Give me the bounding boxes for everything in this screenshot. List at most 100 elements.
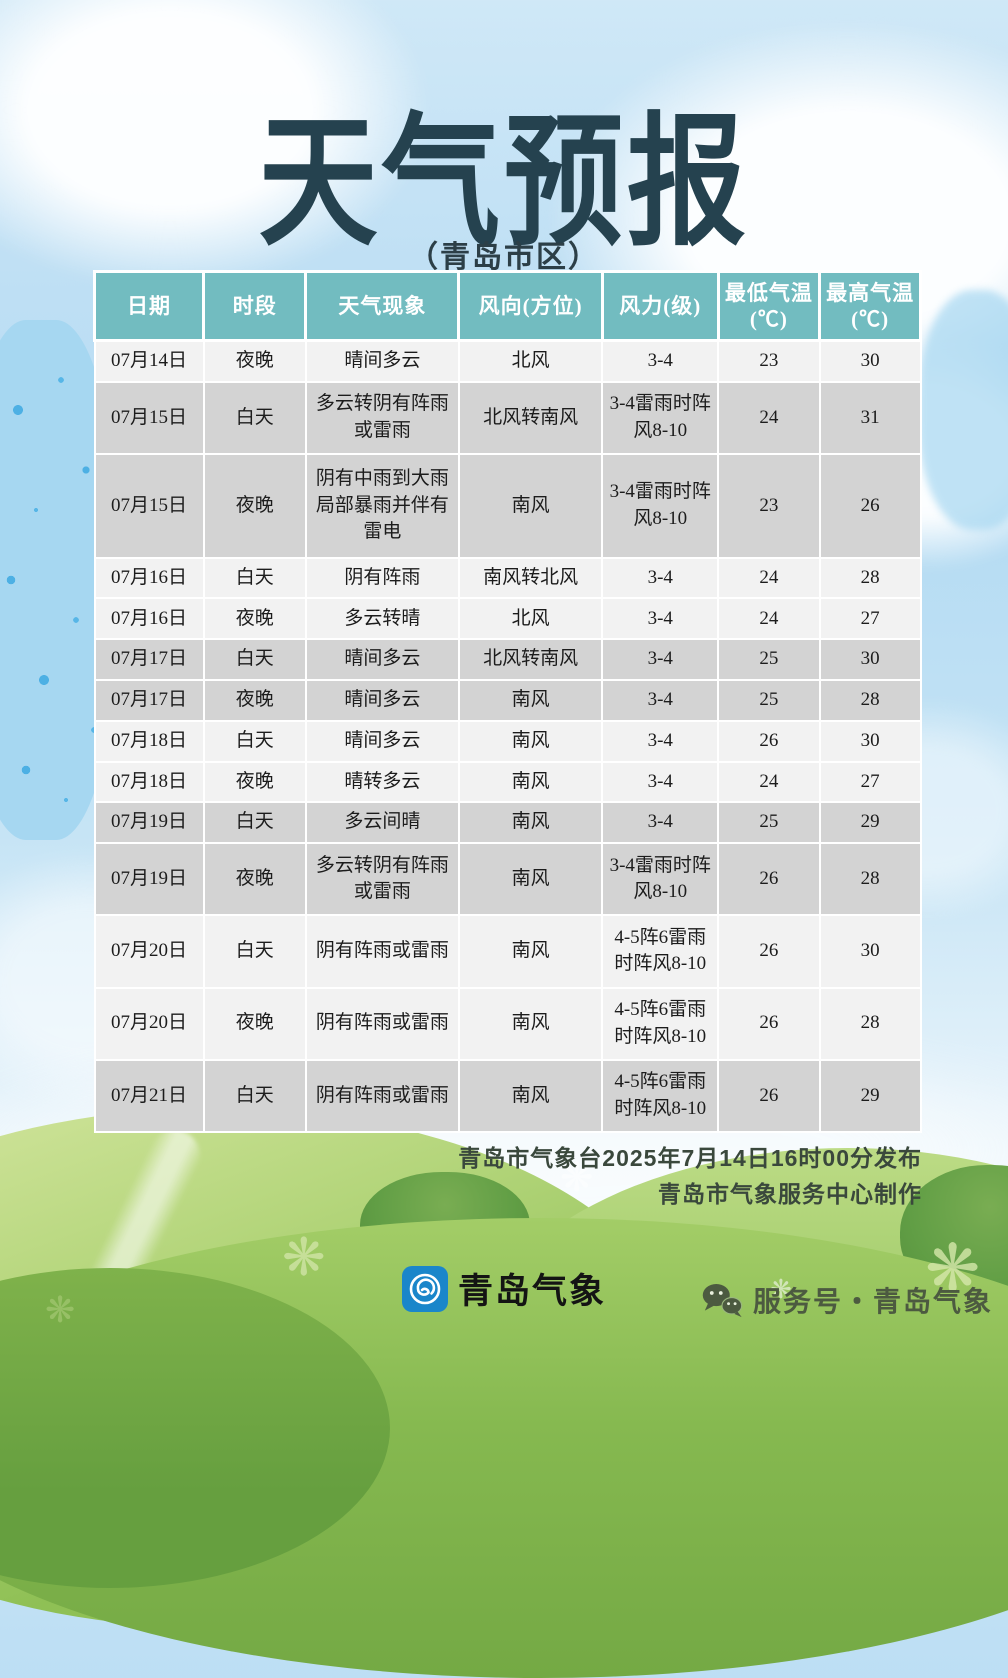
- column-header: 风力(级): [600, 270, 720, 342]
- table-cell: 26: [717, 1058, 821, 1134]
- table-cell: 26: [717, 986, 821, 1061]
- brand-name: 青岛气象: [458, 1272, 607, 1311]
- table-row: 07月18日 夜晚 晴转多云 南风 3-4 24 27: [93, 760, 922, 804]
- table-cell: 南风: [457, 719, 604, 763]
- table-cell: 26: [717, 719, 821, 763]
- table-cell: 25: [717, 679, 821, 722]
- table-cell: 南风: [457, 801, 604, 845]
- table-cell: 07月19日: [93, 842, 205, 917]
- table-cell: 28: [818, 679, 922, 722]
- table-cell: 3-4雷雨时阵风8-10: [601, 380, 720, 456]
- table-cell: 07月18日: [93, 719, 205, 763]
- table-cell: 07月21日: [93, 1058, 205, 1134]
- table-cell: 29: [818, 801, 922, 845]
- table-cell: 晴转多云: [304, 760, 460, 804]
- table-cell: 31: [818, 380, 922, 456]
- table-cell: 26: [717, 914, 821, 989]
- table-cell: 24: [717, 760, 821, 804]
- table-cell: 夜晚: [202, 760, 307, 804]
- table-cell: 南风: [457, 986, 604, 1061]
- table-cell: 26: [818, 453, 922, 559]
- table-row: 07月17日 白天 晴间多云 北风转南风 3-4 25 30: [93, 638, 922, 681]
- table-cell: 07月16日: [93, 597, 205, 641]
- table-row: 07月15日 白天 多云转阴有阵雨或雷雨 北风转南风 3-4雷雨时阵风8-10 24 31: [93, 380, 922, 456]
- table-cell: 07月14日: [93, 339, 205, 383]
- table-row: 07月17日 夜晚 晴间多云 南风 3-4 25 28: [93, 679, 922, 722]
- service-account-label: 服务号・青岛气象: [753, 1286, 994, 1317]
- table-cell: 25: [717, 801, 821, 845]
- table-cell: 阴有阵雨或雷雨: [304, 1058, 460, 1134]
- table-cell: 07月16日: [93, 556, 205, 600]
- flower-splat-icon: ❋: [925, 1231, 981, 1305]
- table-row: 07月19日 白天 多云间晴 南风 3-4 25 29: [93, 801, 922, 845]
- forecast-table: 日期 时段 天气现象 风向(方位) 风力(级) 最低气温(℃) 最高气温(℃) 07月14日夜…: [92, 270, 922, 1134]
- table-cell: 3-4雷雨时阵风8-10: [601, 842, 720, 917]
- brand-logo: 青岛气象: [402, 1263, 606, 1314]
- table-cell: 28: [818, 556, 922, 600]
- table-cell: 晴间多云: [304, 638, 460, 681]
- poster-title: 天气预报: [258, 102, 750, 264]
- table-cell: 30: [818, 638, 922, 681]
- table-cell: 3-4: [601, 719, 720, 763]
- table-cell: 24: [717, 597, 821, 641]
- column-header: 时段: [202, 270, 308, 342]
- table-cell: 07月17日: [93, 638, 205, 681]
- flower-splat-icon: ❋: [45, 1289, 76, 1330]
- table-cell: 4-5阵6雷雨时阵风8-10: [601, 914, 720, 989]
- header-row: 日期 时段 天气现象 风向(方位) 风力(级) 最低气温(℃) 最高气温(℃): [92, 270, 922, 342]
- table-cell: 阴有中雨到大雨局部暴雨并伴有雷电: [304, 453, 460, 559]
- table-row: 07月21日 白天 阴有阵雨或雷雨 南风 4-5阵6雷雨时阵风8-10 26 29: [93, 1058, 922, 1134]
- produced-line: 青岛市气象服务中心制作: [658, 1181, 922, 1207]
- table-cell: 白天: [202, 914, 307, 989]
- table-row: 07月19日 夜晚 多云转阴有阵雨或雷雨 南风 3-4雷雨时阵风8-10 26 28: [93, 842, 922, 917]
- table-cell: 29: [818, 1058, 922, 1134]
- table-cell: 07月15日: [93, 453, 205, 559]
- table-cell: 夜晚: [202, 339, 307, 383]
- table-cell: 3-4: [601, 638, 720, 681]
- table-cell: 晴间多云: [304, 719, 460, 763]
- table-cell: 23: [717, 453, 821, 559]
- table-cell: 阴有阵雨或雷雨: [304, 914, 460, 989]
- table-cell: 白天: [202, 380, 307, 456]
- table-cell: 3-4: [601, 556, 720, 600]
- table-cell: 北风: [457, 339, 604, 383]
- table-cell: 夜晚: [202, 597, 307, 641]
- wechat-icon: [702, 1284, 743, 1318]
- flower-splat-icon: ❋: [770, 1274, 792, 1304]
- table-cell: 3-4: [601, 801, 720, 845]
- table-cell: 夜晚: [202, 842, 307, 917]
- table-row: 07月18日 白天 晴间多云 南风 3-4 26 30: [93, 719, 922, 763]
- table-cell: 南风: [457, 914, 604, 989]
- table-cell: 24: [717, 556, 821, 600]
- table-cell: 晴间多云: [304, 679, 460, 722]
- table-cell: 28: [818, 986, 922, 1061]
- table-cell: 南风转北风: [457, 556, 604, 600]
- table-cell: 南风: [457, 760, 604, 804]
- table-cell: 23: [717, 339, 821, 383]
- table-cell: 3-4: [601, 339, 720, 383]
- table-cell: 夜晚: [202, 453, 307, 559]
- table-cell: 南风: [457, 842, 604, 917]
- table-row: 07月15日 夜晚 阴有中雨到大雨局部暴雨并伴有雷电 南风 3-4雷雨时阵风8-10 23…: [93, 453, 922, 559]
- table-cell: 3-4: [601, 679, 720, 722]
- table-cell: 夜晚: [202, 986, 307, 1061]
- table-cell: 07月17日: [93, 679, 205, 722]
- qingdao-weather-logo-icon: [402, 1265, 448, 1312]
- table-cell: 晴间多云: [304, 339, 460, 383]
- table-cell: 白天: [202, 719, 307, 763]
- table-cell: 北风: [457, 597, 604, 641]
- table-row: 07月16日 白天 阴有阵雨 南风转北风 3-4 24 28: [93, 556, 922, 600]
- table-cell: 多云转阴有阵雨或雷雨: [304, 380, 460, 456]
- flower-splat-icon: ❋: [282, 1229, 326, 1287]
- table-cell: 26: [717, 842, 821, 917]
- table-cell: 30: [818, 914, 922, 989]
- flower-splat-icon: ❋: [560, 1156, 594, 1200]
- table-cell: 30: [818, 339, 922, 383]
- table-cell: 3-4: [601, 760, 720, 804]
- column-header: 风向(方位): [457, 270, 604, 342]
- table-cell: 27: [818, 597, 922, 641]
- table-cell: 25: [717, 638, 821, 681]
- column-header: 最高气温(℃): [818, 270, 922, 342]
- table-cell: 白天: [202, 801, 307, 845]
- paint-wash-decoration: [918, 290, 1008, 530]
